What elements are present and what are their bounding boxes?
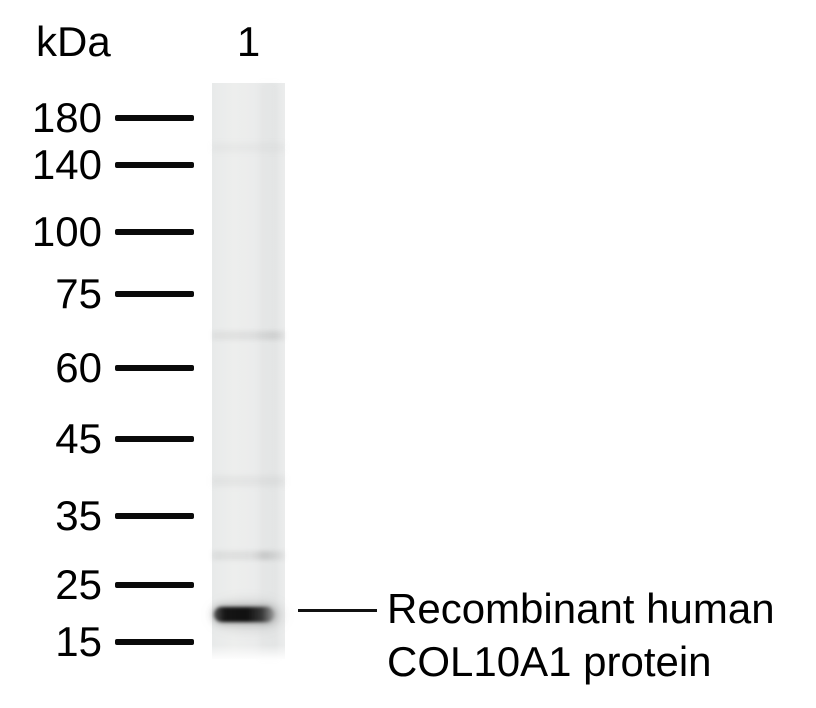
marker-weight-label: 35 xyxy=(55,492,102,539)
marker-row-100: 100 xyxy=(0,211,194,253)
marker-row-180: 180 xyxy=(0,97,194,139)
marker-weight-label: 140 xyxy=(31,141,102,188)
marker-tick xyxy=(115,365,194,371)
marker-tick xyxy=(115,513,194,519)
marker-row-35: 35 xyxy=(0,495,194,537)
marker-weight-label: 180 xyxy=(31,94,102,141)
annotation-line-2: COL10A1 protein xyxy=(387,638,712,685)
marker-tick xyxy=(115,582,194,588)
marker-tick xyxy=(115,436,194,442)
protein-band-faint-67kda xyxy=(212,331,285,340)
marker-row-45: 45 xyxy=(0,418,194,460)
gel-lane xyxy=(212,83,285,659)
marker-tick xyxy=(115,229,194,235)
marker-tick xyxy=(115,115,194,121)
lane-texture-streak xyxy=(260,83,278,659)
marker-row-60: 60 xyxy=(0,347,194,389)
marker-row-75: 75 xyxy=(0,273,194,315)
marker-weight-label: 60 xyxy=(55,344,102,391)
protein-band-faint-upper xyxy=(212,143,285,152)
marker-weight-label: 15 xyxy=(55,618,102,665)
marker-weight-label: 45 xyxy=(55,415,102,462)
annotation-line-1: Recombinant human xyxy=(387,585,775,632)
marker-row-140: 140 xyxy=(0,144,194,186)
protein-band-faint-30kda xyxy=(212,551,285,560)
protein-band-faint-40kda xyxy=(212,476,285,486)
marker-tick xyxy=(115,291,194,297)
lane-number-label: 1 xyxy=(236,18,261,65)
marker-row-25: 25 xyxy=(0,564,194,606)
marker-weight-label: 75 xyxy=(55,270,102,317)
marker-row-15: 15 xyxy=(0,621,194,663)
protein-band-strong-19kda xyxy=(214,607,274,622)
marker-tick xyxy=(115,162,194,168)
annotation-pointer-line xyxy=(298,609,377,612)
band-annotation-label: Recombinant human COL10A1 protein xyxy=(387,582,775,688)
marker-weight-label: 100 xyxy=(31,208,102,255)
marker-weight-label: 25 xyxy=(55,561,102,608)
lane-bottom-fade xyxy=(212,645,285,659)
kda-unit-label: kDa xyxy=(36,18,111,65)
marker-tick xyxy=(115,639,194,645)
